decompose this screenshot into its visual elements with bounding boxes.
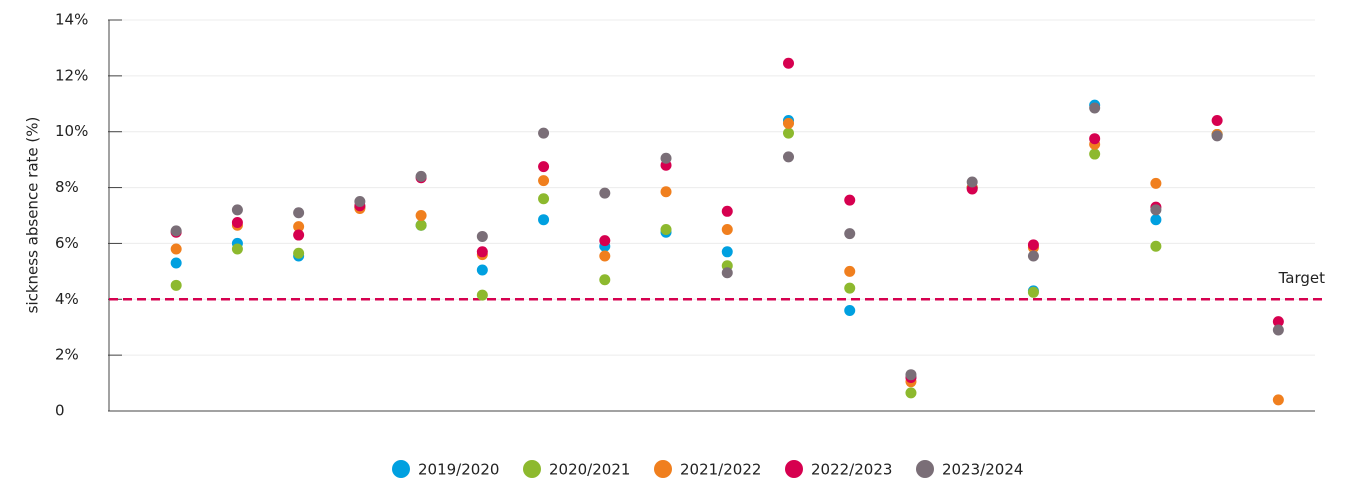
dot [660,152,672,164]
dot [905,387,917,399]
dot [844,228,856,240]
dot [721,246,733,258]
y-tick-label: 2% [55,346,79,364]
dot [1150,177,1162,189]
dot [354,196,366,208]
dot [293,229,305,241]
legend-label: 2020/2021 [549,461,630,479]
target-label: Target [1278,269,1326,287]
y-tick-label: 0 [55,402,65,420]
dot [599,235,611,247]
dot [231,216,243,228]
dot [782,57,794,69]
y-tick-label: 10% [55,122,88,140]
legend-dot [523,460,541,478]
dot [721,223,733,235]
dot [599,250,611,262]
legend-dot [392,460,410,478]
dot [721,205,733,217]
y-tick-label: 14% [55,11,88,29]
dot [415,170,427,182]
dot [721,267,733,279]
dot [1211,115,1223,127]
dot [538,193,550,205]
dot [1027,239,1039,251]
dot [966,176,978,188]
dot [170,225,182,237]
dot [599,187,611,199]
y-tick-label: 4% [55,290,79,308]
dot [1089,102,1101,114]
legend-dot [785,460,803,478]
dot [782,151,794,163]
legend-label: 2023/2024 [942,461,1023,479]
legend-dot [654,460,672,478]
legend-label: 2021/2022 [680,461,761,479]
dot [1089,148,1101,160]
dot [1272,316,1284,328]
dot [293,207,305,219]
legend-label: 2019/2020 [418,461,499,479]
dot [844,304,856,316]
y-tick-label: 6% [55,234,79,252]
dot [415,210,427,221]
dot [476,289,488,301]
dot [293,247,305,259]
dot [538,175,550,187]
dot [844,265,856,277]
legend-dot [916,460,934,478]
dot [170,279,182,291]
y-axis-label: sickness absence rate (%) [24,117,42,314]
dot [1027,250,1039,262]
dot [415,219,427,231]
dot [599,274,611,286]
dot [1272,324,1284,336]
dot [782,117,794,129]
dot [170,243,182,255]
dot [660,223,672,235]
dot [538,161,550,173]
y-tick-label: 8% [55,178,79,196]
dot [538,214,550,226]
dot [1150,214,1162,226]
dot [538,127,550,139]
dot [782,127,794,139]
dot [844,282,856,294]
dot [476,264,488,276]
dot [1150,240,1162,252]
dot [1089,133,1101,145]
dot [844,194,856,206]
dot [476,230,488,242]
dot [231,243,243,255]
dot [1150,204,1162,216]
y-tick-label: 12% [55,66,88,84]
dot [1211,130,1223,142]
legend-label: 2022/2023 [811,461,892,479]
dot [231,204,243,216]
dot [660,186,672,198]
dot [1027,286,1039,298]
dot [1272,394,1284,406]
dot [170,257,182,269]
dot [905,369,917,381]
dot [293,221,305,233]
dot [476,246,488,258]
